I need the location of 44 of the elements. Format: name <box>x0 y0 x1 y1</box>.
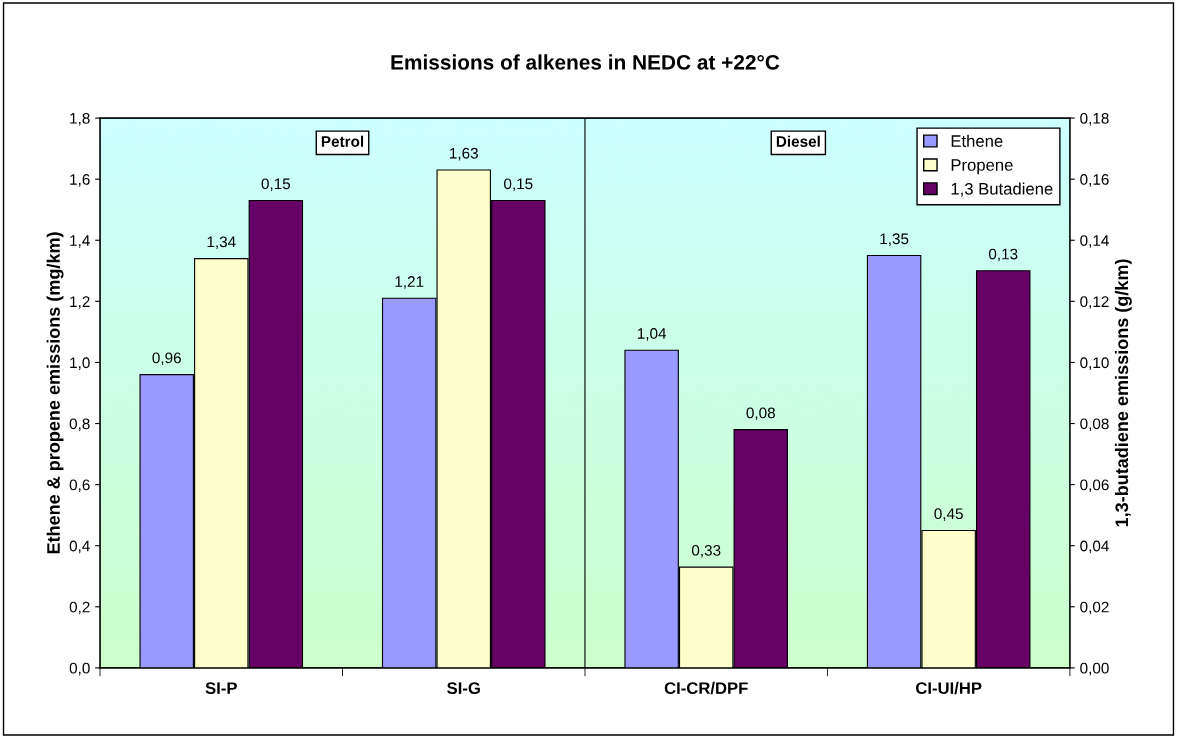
data-label: 0,15 <box>504 178 533 191</box>
x-tick-label: CI-CR/DPF <box>664 681 748 695</box>
annotation: Petrol <box>321 135 364 147</box>
y2-tick-label: 0,18 <box>1080 112 1109 126</box>
data-label: 0,33 <box>691 544 721 558</box>
y2-tick-label: 0,14 <box>1080 235 1109 248</box>
data-label: 1,35 <box>880 233 909 246</box>
data-label: 0,08 <box>746 407 775 421</box>
y-tick-label: 0,0 <box>69 662 90 676</box>
y2-tick-label: 0,10 <box>1080 357 1109 370</box>
y-tick-label: 0,4 <box>69 540 90 554</box>
data-label: 0,15 <box>261 178 291 191</box>
y-tick-label: 0,6 <box>69 479 90 493</box>
y-tick-label: 1,0 <box>70 357 90 370</box>
y-tick-label: 0,8 <box>69 418 90 432</box>
y-tick-label: 1,4 <box>70 235 90 248</box>
y-tick-label: 0,2 <box>69 601 90 615</box>
y2-tick-label: 0,00 <box>1080 662 1109 676</box>
data-label: 1,63 <box>450 147 478 161</box>
x-tick-label: SI-G <box>447 682 480 695</box>
legend-label: Propene <box>951 159 1013 175</box>
y-tick-label: 1,8 <box>70 112 90 126</box>
chart-title: Emissions of alkenes in NEDC at +22°C <box>391 54 780 70</box>
data-label: 0,45 <box>934 508 963 521</box>
data-label: 1,04 <box>637 328 667 341</box>
y2-axis-title: 1,3-butadiene emissions (g/km) <box>1114 259 1132 527</box>
y-tick-label: 1,6 <box>70 174 90 187</box>
y2-tick-label: 0,16 <box>1080 174 1109 187</box>
y2-tick-label: 0,12 <box>1080 296 1109 309</box>
data-label: 0,96 <box>152 352 181 366</box>
x-tick-label: CI-UI/HP <box>916 681 982 695</box>
legend-label: 1,3 Butadiene <box>951 182 1053 197</box>
legend-label: Ethene <box>951 134 1003 147</box>
y2-tick-label: 0,06 <box>1080 479 1109 493</box>
data-label: 0,13 <box>988 248 1018 262</box>
annotation: Diesel <box>776 135 820 147</box>
y2-tick-label: 0,08 <box>1080 418 1109 432</box>
data-label: 1,21 <box>395 276 424 289</box>
y-axis-title: Ethene & propene emissions (mg/km) <box>46 232 64 554</box>
y2-tick-label: 0,04 <box>1080 540 1109 554</box>
y-tick-label: 1,2 <box>70 296 90 309</box>
data-label: 1,34 <box>207 236 236 250</box>
y2-tick-label: 0,02 <box>1080 601 1109 615</box>
x-tick-label: SI-P <box>205 682 237 695</box>
